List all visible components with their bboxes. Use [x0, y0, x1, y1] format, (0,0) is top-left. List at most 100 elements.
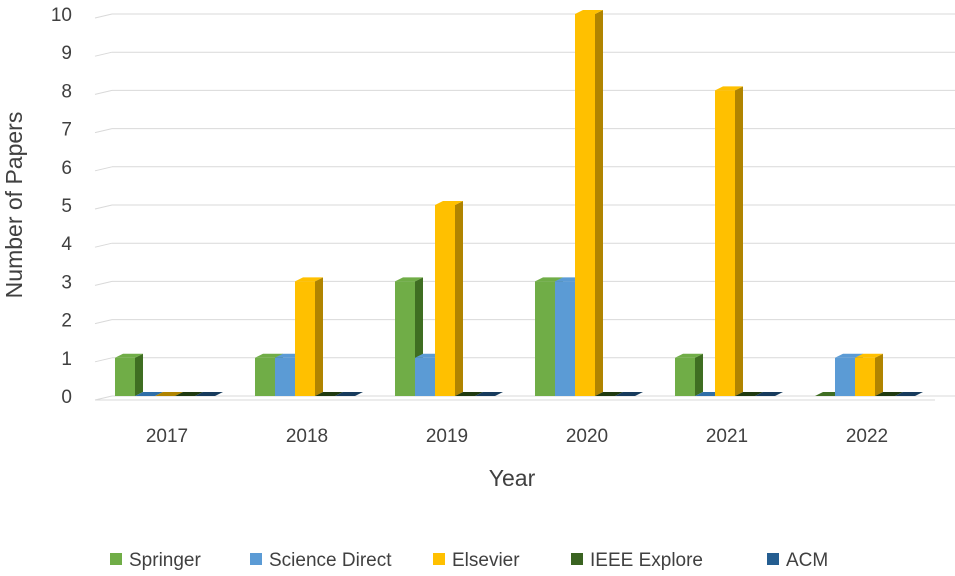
- bar-side: [735, 86, 743, 397]
- bar: [175, 392, 203, 396]
- bar: [455, 392, 483, 396]
- bar: [295, 277, 323, 396]
- x-tick-label: 2017: [146, 426, 188, 447]
- bar-front: [255, 357, 275, 396]
- y-tick-label: 5: [61, 196, 72, 217]
- x-tick-label: 2021: [706, 426, 748, 447]
- bar: [435, 201, 463, 396]
- y-tick-label: 10: [51, 5, 72, 26]
- gridline-side: [94, 89, 113, 95]
- bar-front: [115, 357, 135, 396]
- legend-label: Elsevier: [452, 550, 520, 571]
- y-tick-label: 7: [61, 120, 72, 141]
- bar-top: [395, 277, 423, 282]
- bar: [575, 10, 603, 396]
- bar-top: [255, 353, 283, 358]
- bar-top: [315, 392, 343, 396]
- bar-front: [295, 281, 315, 396]
- gridline-side: [94, 280, 113, 286]
- y-axis-title: Number of Papers: [1, 112, 27, 299]
- legend-swatch: [767, 553, 779, 565]
- x-axis-ticks: 2017 2018 2019 2020 2021 2022: [146, 426, 888, 447]
- bar: [315, 392, 343, 396]
- x-axis-title: Year: [489, 465, 536, 491]
- bars: [115, 10, 923, 397]
- bar-top: [175, 392, 203, 396]
- legend-item: Springer: [110, 550, 201, 571]
- bar: [855, 353, 883, 396]
- legend-swatch: [571, 553, 583, 565]
- bar-top: [715, 86, 743, 91]
- legend-item: Elsevier: [433, 550, 520, 571]
- bar-front: [395, 281, 415, 396]
- bar: [115, 353, 143, 396]
- bar-top: [875, 392, 903, 396]
- bar: [755, 392, 783, 396]
- bar-front: [575, 14, 595, 396]
- bar: [715, 86, 743, 397]
- bar: [155, 392, 183, 396]
- bar-front: [435, 205, 455, 396]
- bar-top: [455, 392, 483, 396]
- bar-side: [595, 10, 603, 396]
- x-tick-label: 2018: [286, 426, 328, 447]
- bar-top: [475, 392, 503, 396]
- bar: [475, 392, 503, 396]
- gridline-side: [94, 395, 113, 401]
- legend-swatch: [433, 553, 445, 565]
- y-tick-label: 6: [61, 158, 72, 179]
- bar-top: [135, 392, 163, 396]
- bar-front: [535, 281, 555, 396]
- legend-swatch: [110, 553, 122, 565]
- bar-top: [195, 392, 223, 396]
- x-tick-label: 2022: [846, 426, 888, 447]
- bar-top: [855, 353, 883, 358]
- gridline-side: [94, 13, 113, 19]
- bar: [335, 392, 363, 396]
- bar-top: [615, 392, 643, 396]
- bar-front: [275, 357, 295, 396]
- bar-side: [135, 353, 143, 396]
- bar-top: [155, 392, 183, 396]
- y-tick-label: 9: [61, 43, 72, 64]
- bar-side: [455, 201, 463, 396]
- bar: [875, 392, 903, 396]
- legend-swatch: [250, 553, 262, 565]
- gridline-side: [94, 128, 113, 134]
- bar: [195, 392, 223, 396]
- legend-item: Science Direct: [250, 550, 392, 571]
- gridline-side: [94, 51, 113, 57]
- bar-top: [535, 277, 563, 282]
- bar: [135, 392, 163, 396]
- bar-top: [295, 277, 323, 282]
- y-tick-label: 2: [61, 311, 72, 332]
- bar-top: [755, 392, 783, 396]
- bar-top: [835, 353, 863, 358]
- legend-label: Springer: [129, 550, 201, 571]
- gridline-side: [94, 242, 113, 248]
- y-axis-ticks: 0 1 2 3 4 5 6 7 8 9 10: [51, 5, 73, 408]
- bar-top: [675, 353, 703, 358]
- bar-front: [855, 357, 875, 396]
- bar: [675, 353, 703, 396]
- y-tick-label: 4: [61, 234, 72, 255]
- bar-front: [555, 281, 575, 396]
- bar-top: [735, 392, 763, 396]
- legend: Springer Science Direct Elsevier IEEE Explo…: [110, 550, 828, 571]
- bar-top: [335, 392, 363, 396]
- bar: [595, 392, 623, 396]
- bar-top: [435, 201, 463, 205]
- bar-top: [575, 10, 603, 14]
- bar: [615, 392, 643, 396]
- gridlines: [94, 13, 955, 401]
- bar-top: [895, 392, 923, 396]
- legend-label: ACM: [786, 550, 828, 571]
- gridline-side: [94, 357, 113, 363]
- bar-top: [115, 353, 143, 358]
- bar: [735, 392, 763, 396]
- gridline-side: [94, 319, 113, 325]
- legend-item: IEEE Explore: [571, 550, 703, 571]
- y-tick-label: 8: [61, 81, 72, 102]
- y-tick-label: 0: [61, 387, 72, 408]
